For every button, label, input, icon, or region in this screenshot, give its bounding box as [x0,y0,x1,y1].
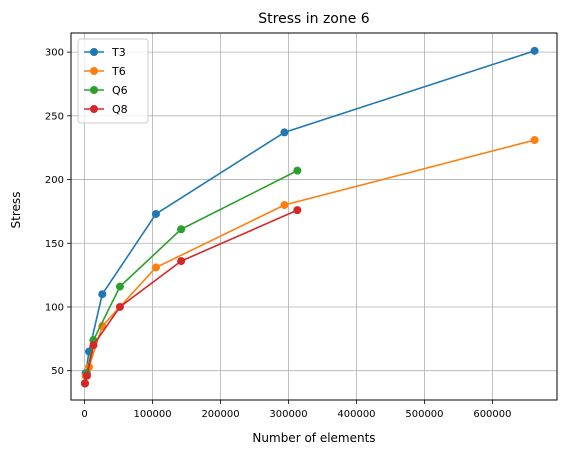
x-axis-ticks: 0 100000 200000 300000 400000 500000 600000 [81,400,512,420]
data-point-t3 [98,290,107,299]
data-point-q8 [293,206,302,215]
x-tick-label: 200000 [201,409,239,420]
y-tick-label: 150 [45,239,64,250]
y-tick-label: 300 [45,48,64,59]
data-point-q8 [115,302,124,311]
data-point-q6 [115,282,124,291]
y-tick-label: 200 [45,175,64,186]
data-point-t3 [280,128,289,137]
data-point-q8 [82,371,91,380]
data-point-q8 [177,257,186,266]
chart-title: Stress in zone 6 [258,11,370,27]
data-point-t3 [530,46,539,55]
series-layer [80,46,539,388]
y-axis-ticks: 50 100 150 200 250 300 [45,48,71,377]
data-point-t6 [530,136,539,145]
legend-item-t6: T6 [84,65,126,78]
grid [71,33,557,400]
y-tick-label: 250 [45,111,64,122]
y-tick-label: 50 [51,366,64,377]
data-point-q8 [89,341,98,350]
legend-item-q8: Q8 [84,103,128,116]
data-point-q6 [177,225,186,234]
data-point-q8 [80,379,89,388]
data-point-t6 [151,263,160,272]
x-tick-label: 400000 [337,409,375,420]
legend-label: T3 [111,46,126,59]
plot-area-frame [70,32,558,401]
series-q8 [80,206,302,388]
legend-label: Q6 [112,84,128,97]
legend-box [77,38,149,124]
legend-label: T6 [111,65,126,78]
data-point-t3 [151,209,160,218]
x-axis-label: Number of elements [252,431,375,445]
legend-item-q6: Q6 [84,84,128,97]
data-point-t6 [280,201,289,210]
data-point-q6 [293,166,302,175]
legend-item-t3: T3 [84,46,126,59]
legend-marker [90,67,98,75]
x-tick-label: 500000 [405,409,443,420]
legend-marker [90,105,98,113]
x-tick-label: 600000 [473,409,511,420]
y-axis-label: Stress [9,192,23,229]
legend-marker [90,86,98,94]
legend-label: Q8 [112,103,128,116]
x-tick-label: 300000 [269,409,307,420]
x-tick-label: 0 [81,409,87,420]
y-tick-label: 100 [45,302,64,313]
x-tick-label: 100000 [133,409,171,420]
legend: T3 T6 Q6 Q8 [77,38,149,124]
legend-marker [90,48,98,56]
